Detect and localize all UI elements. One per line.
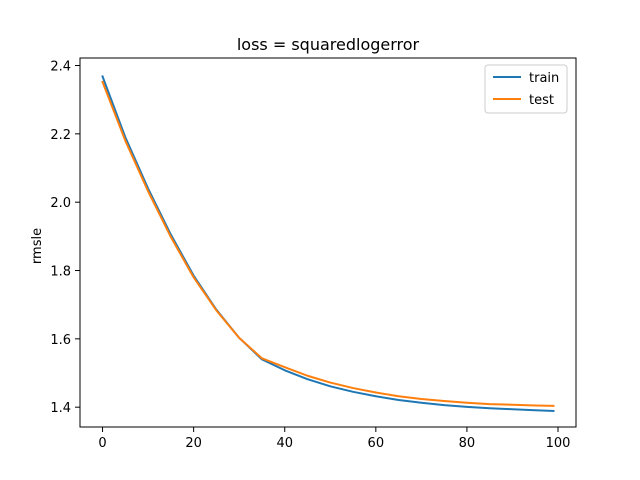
plot-area: [80, 58, 576, 427]
x-tick-label: 40: [276, 436, 293, 451]
plot-frame: [79, 57, 577, 428]
y-tick-label: 2.4: [50, 60, 71, 75]
y-axis-label: rmsle: [30, 228, 45, 264]
x-tick-label: 20: [185, 436, 202, 451]
x-tick-label: 0: [98, 436, 106, 451]
legend: train test: [484, 64, 568, 114]
axes-layer: 0 20 40 60 80 100 1.4 1.6 1.8 2.0 2.2 2.4: [50, 57, 577, 451]
plot-background: [80, 58, 576, 427]
y-tick-label: 2.2: [50, 128, 71, 143]
y-tick-label: 1.8: [50, 265, 71, 280]
series-line-test: [101, 80, 555, 407]
legend-label-train: train: [529, 71, 559, 86]
x-tick-label: 80: [459, 436, 476, 451]
y-tick-label: 1.4: [50, 401, 71, 416]
series-line-train: [101, 75, 555, 412]
x-tick-label: 100: [546, 436, 571, 451]
series-layer: [101, 75, 555, 412]
chart-title: loss = squaredlogerror: [237, 35, 420, 54]
legend-label-test: test: [529, 93, 554, 108]
y-tick-label: 2.0: [50, 196, 71, 211]
x-tick-label: 60: [368, 436, 385, 451]
y-tick-label: 1.6: [50, 333, 71, 348]
